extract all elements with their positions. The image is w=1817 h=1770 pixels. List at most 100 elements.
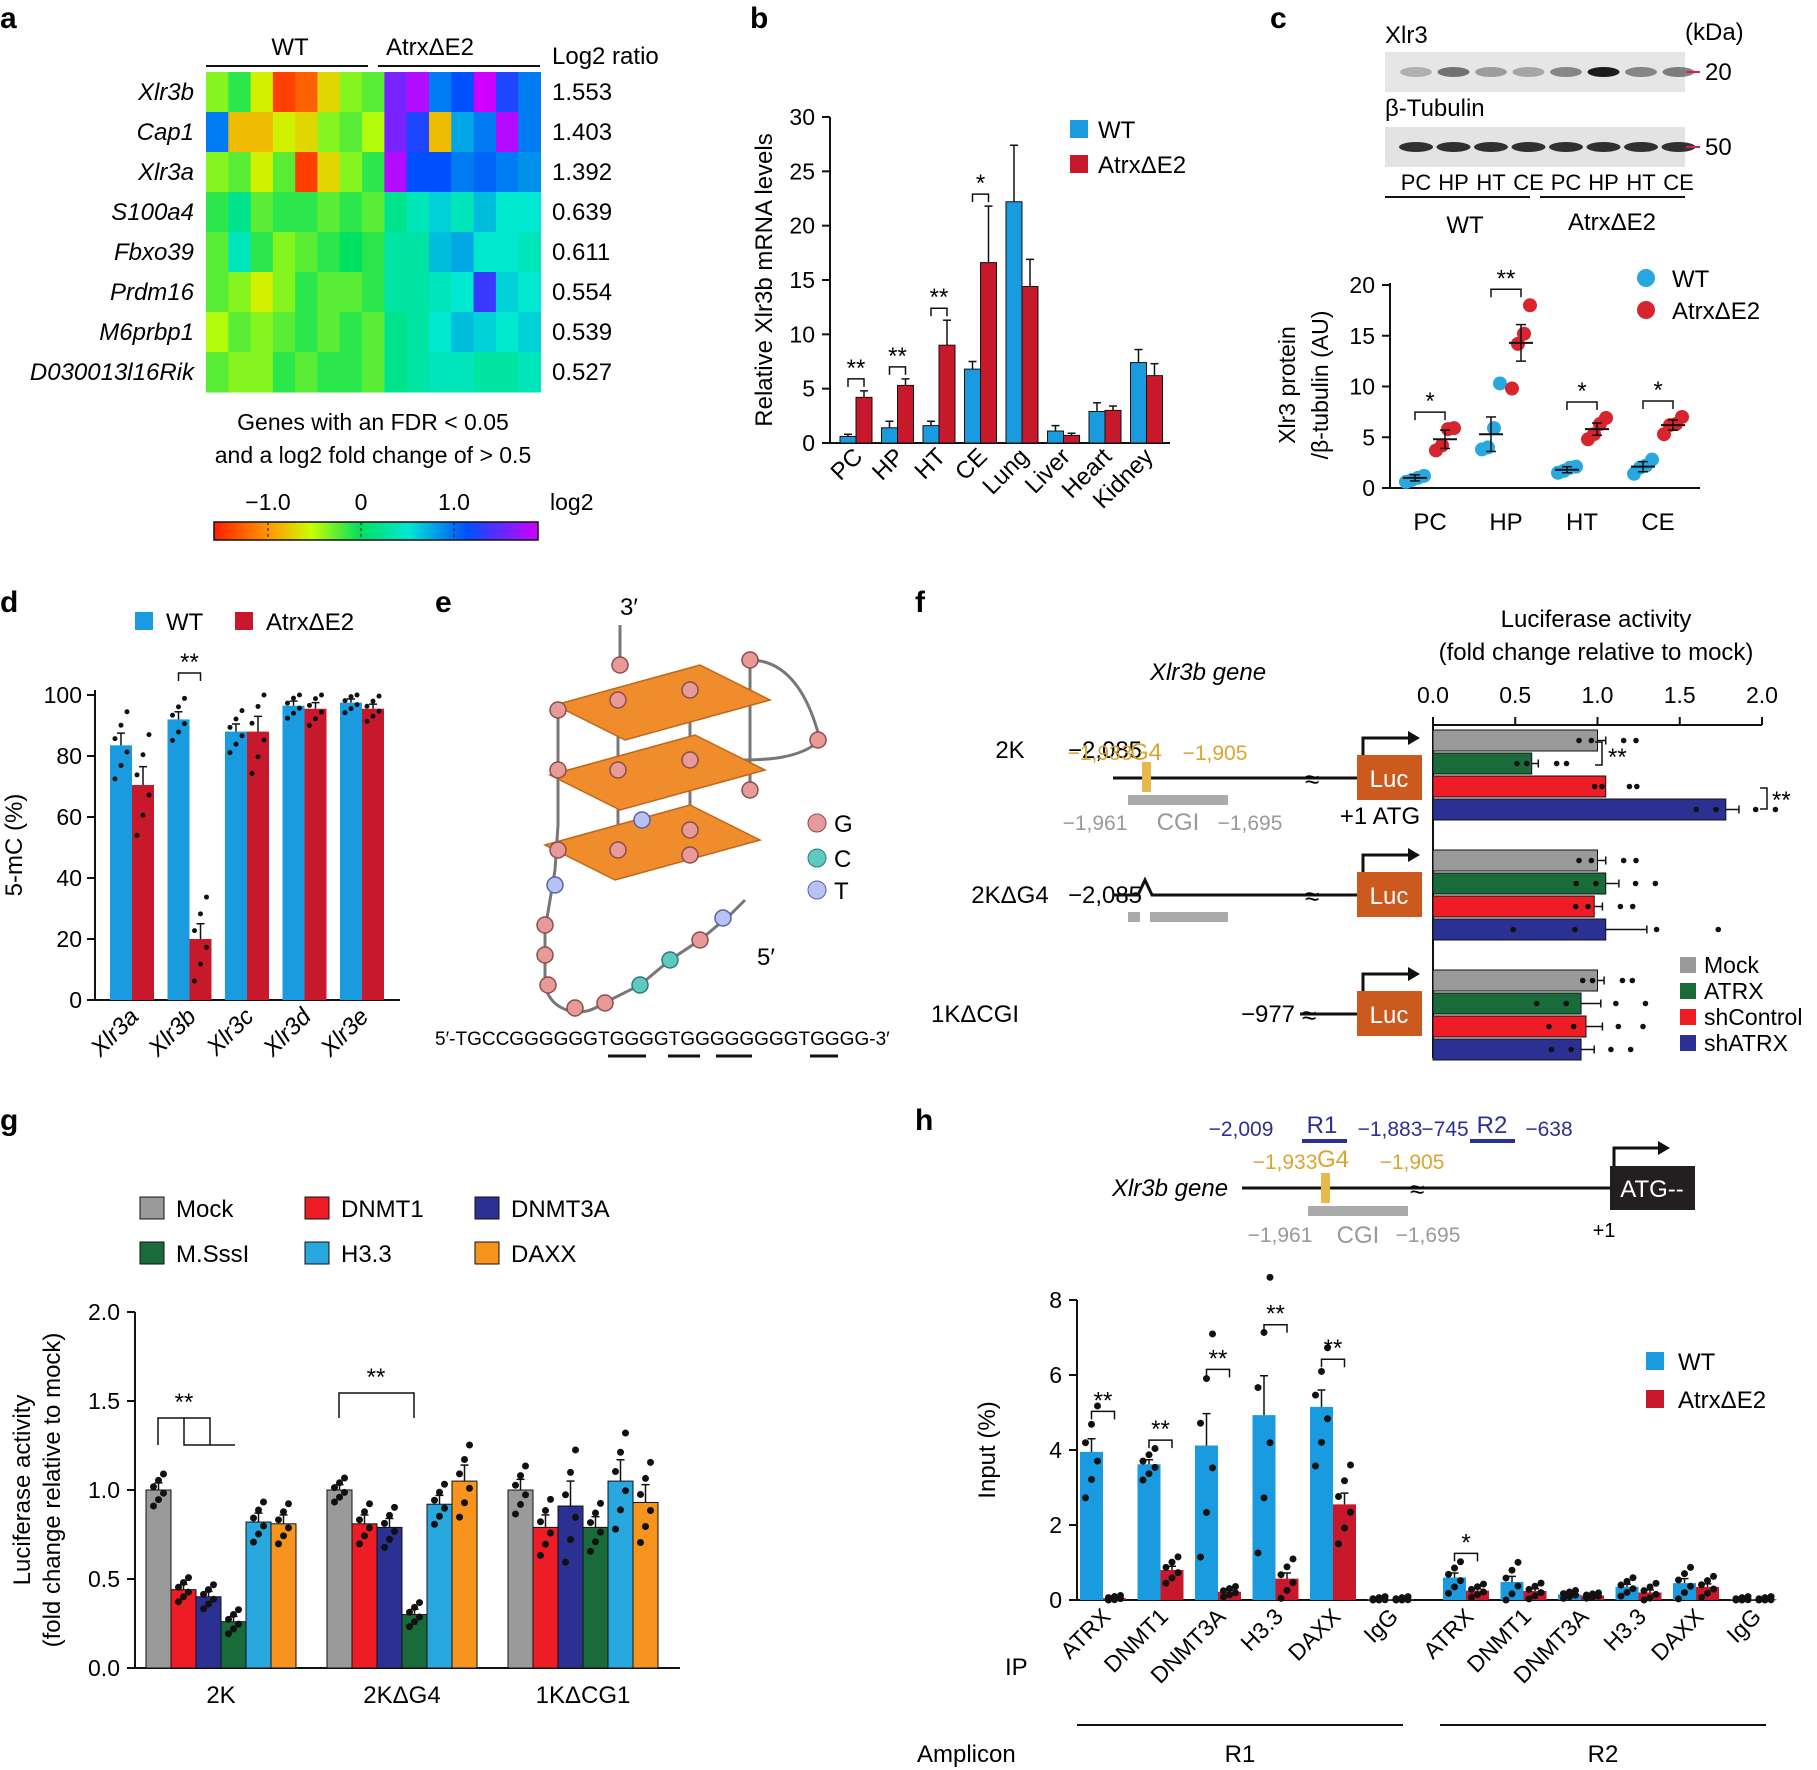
panel-b-ylabel: Relative Xlr3b mRNA levels: [751, 133, 778, 426]
data-point: [391, 1503, 398, 1511]
panel-g-ylabel-1: Luciferase activity: [9, 1395, 36, 1586]
panel-f-constructs: Xlr3b gene 2K −2,085 G4 −1,933 −1,905 −1…: [931, 659, 1422, 1036]
data-point: [1623, 1577, 1631, 1585]
data-point: [1585, 903, 1591, 910]
heatmap-cell: [406, 312, 430, 353]
heatmap-cell: [495, 232, 519, 273]
data-point: [1514, 760, 1520, 767]
nucleotide-bead: [681, 751, 699, 769]
data-point: [1732, 1595, 1740, 1603]
data-point: [1652, 1590, 1660, 1598]
data-point: [1633, 737, 1639, 744]
category-label: Lung: [977, 443, 1034, 500]
data-point: [1487, 421, 1501, 436]
heatmap-cell: [384, 272, 408, 313]
heatmap-cell: [406, 72, 430, 113]
nucleotide-bead: [549, 701, 567, 719]
data-point: [1324, 1344, 1331, 1352]
heatmap-cell: [206, 152, 229, 193]
bar: [557, 1505, 584, 1669]
data-point: [461, 1499, 468, 1507]
construct-1kdcgi-name: 1KΔCGI: [931, 1001, 1019, 1028]
significance-label: **: [1209, 1345, 1228, 1372]
luc-box-2kdg4: [1357, 872, 1422, 917]
heatmap-cell: [451, 72, 475, 113]
data-point: [1531, 1592, 1539, 1600]
heatmap-cell: [317, 152, 341, 193]
legend-swatch: [1680, 1009, 1696, 1025]
panel-h-bars: ***********: [1080, 1273, 1777, 1604]
panel-g-category-labels: 2K 2KΔG4 1KΔCG1: [206, 1682, 630, 1709]
h-amplicon-r1: R1: [1225, 1741, 1256, 1768]
data-point: [1502, 1574, 1510, 1582]
significance-label: **: [1324, 1335, 1343, 1362]
data-point: [233, 741, 239, 747]
bar: [340, 702, 362, 1000]
data-point: [1226, 1585, 1233, 1593]
data-point: [1502, 1596, 1510, 1604]
data-point: [1088, 1420, 1095, 1428]
heatmap-cell: [429, 72, 452, 113]
data-point: [1481, 440, 1495, 455]
nucleotide-bead: [539, 976, 557, 994]
legend-d-mut: AtrxΔE2: [266, 609, 354, 636]
heatmap-cell: [339, 352, 363, 393]
data-point: [118, 762, 124, 768]
heatmap-cell: [228, 192, 252, 233]
f-g4-right: −1,905: [1183, 742, 1248, 765]
data-point: [572, 1446, 579, 1454]
data-point: [1517, 326, 1531, 341]
data-point: [364, 703, 370, 709]
data-point: [1094, 1402, 1101, 1410]
legend-label: M.SssI: [176, 1241, 249, 1268]
heatmap-gene-labels: Xlr3b Cap1 Xlr3a S100a4 Fbxo39 Prdm16 M6prbp1 D…: [30, 79, 196, 386]
significance-bracket: [338, 1392, 415, 1418]
data-point: [1254, 1549, 1262, 1557]
bar: [980, 262, 997, 444]
significance-label: **: [180, 649, 199, 676]
data-point: [280, 1508, 287, 1516]
heatmap-cell: [250, 72, 274, 113]
data-point: [319, 709, 324, 715]
data-point: [1588, 857, 1595, 864]
heatmap-cell: [518, 152, 541, 193]
f-g4-box: [1142, 762, 1151, 792]
data-point: [1693, 806, 1699, 813]
data-point: [1570, 1023, 1577, 1030]
data-point: [416, 1599, 423, 1607]
heatmap-cell: [406, 192, 430, 233]
data-point: [1620, 737, 1627, 744]
blot-lane-label: CE: [1663, 170, 1694, 195]
data-point: [1710, 1572, 1717, 1580]
data-point: [537, 1518, 544, 1526]
data-point: [1752, 806, 1759, 813]
data-point: [1589, 977, 1596, 984]
data-point: [1573, 880, 1579, 887]
y-tick-label: 0: [802, 430, 815, 456]
bar: [1021, 286, 1039, 444]
heatmap-cell: [339, 72, 363, 113]
data-point: [1392, 1595, 1400, 1603]
data-point: [1209, 1330, 1216, 1338]
heatmap-gene-label: D030013l16Rik: [30, 359, 196, 386]
h-cgi-bar: [1308, 1206, 1408, 1216]
data-point: [249, 720, 255, 726]
data-point: [230, 1625, 237, 1633]
legend-e-t: T: [834, 878, 849, 905]
data-point: [1266, 1273, 1274, 1281]
heatmap-cell: [495, 152, 519, 193]
category-label: HP: [867, 443, 910, 486]
data-point: [204, 894, 209, 900]
category-label: 2KΔG4: [363, 1682, 440, 1709]
h-ip-label: IP: [1005, 1654, 1028, 1681]
heatmap-cell: [228, 152, 252, 193]
bar: [1432, 1038, 1582, 1061]
data-point: [1232, 1583, 1239, 1590]
significance-label: **: [175, 1389, 194, 1416]
category-label: PC: [1413, 509, 1446, 536]
legend-c-mut: AtrxΔE2: [1672, 298, 1760, 325]
data-point: [1576, 857, 1582, 864]
h-r1-left: −2,009: [1209, 1118, 1274, 1141]
